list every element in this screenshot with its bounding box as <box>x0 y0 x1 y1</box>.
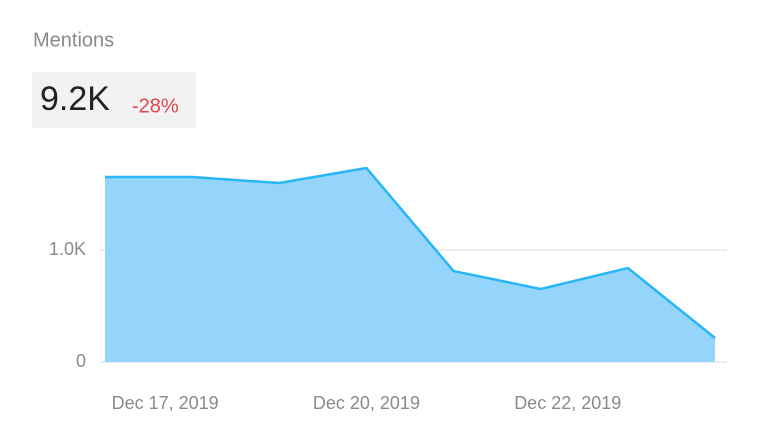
area-fill <box>105 168 715 362</box>
x-tick-label: Dec 20, 2019 <box>313 393 420 413</box>
change: -28% <box>132 95 179 117</box>
chart-title: Mentions <box>33 29 114 51</box>
summary-box <box>32 72 196 128</box>
y-tick-label: 1.0K <box>49 239 86 259</box>
x-tick-label: Dec 22, 2019 <box>514 393 621 413</box>
area-line <box>105 166 716 340</box>
total: 9.2K <box>40 80 110 118</box>
x-tick-label: Dec 17, 2019 <box>112 393 219 413</box>
y-tick-label: 0 <box>76 351 86 371</box>
